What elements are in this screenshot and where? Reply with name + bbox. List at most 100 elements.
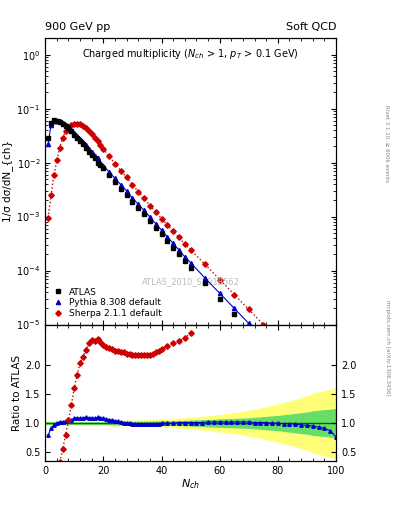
ATLAS [57, 119, 62, 125]
Pythia 8.308 default [217, 290, 222, 296]
Sherpa 2.1.1 default [319, 381, 324, 387]
ATLAS [124, 192, 129, 198]
Sherpa 2.1.1 default [334, 397, 338, 403]
Sherpa 2.1.1 default [130, 182, 135, 188]
Pythia 8.308 default [107, 169, 112, 175]
ATLAS [147, 218, 152, 224]
Sherpa 2.1.1 default [101, 146, 106, 152]
ATLAS [136, 205, 141, 211]
ATLAS [78, 138, 83, 144]
ATLAS [188, 265, 193, 271]
Sherpa 2.1.1 default [98, 142, 103, 148]
Pythia 8.308 default [232, 305, 237, 311]
Pythia 8.308 default [124, 188, 129, 194]
Line: Pythia 8.308 default: Pythia 8.308 default [46, 118, 338, 421]
Pythia 8.308 default [86, 146, 91, 152]
ATLAS [113, 179, 118, 185]
Pythia 8.308 default [72, 130, 77, 136]
Pythia 8.308 default [75, 133, 79, 139]
ATLAS [153, 225, 158, 231]
Y-axis label: Ratio to ATLAS: Ratio to ATLAS [12, 355, 22, 431]
Sherpa 2.1.1 default [188, 247, 193, 253]
Pythia 8.308 default [101, 162, 106, 168]
Sherpa 2.1.1 default [81, 123, 85, 130]
Sherpa 2.1.1 default [153, 209, 158, 216]
Sherpa 2.1.1 default [49, 192, 53, 198]
Sherpa 2.1.1 default [176, 234, 181, 241]
Pythia 8.308 default [176, 247, 181, 253]
Pythia 8.308 default [275, 350, 280, 356]
Text: 900 GeV pp: 900 GeV pp [45, 22, 110, 32]
Pythia 8.308 default [246, 321, 251, 327]
ATLAS [305, 386, 309, 392]
Sherpa 2.1.1 default [118, 167, 123, 174]
ATLAS [66, 125, 71, 132]
ATLAS [95, 160, 100, 166]
Pythia 8.308 default [51, 118, 56, 124]
Legend: ATLAS, Pythia 8.308 default, Sherpa 2.1.1 default: ATLAS, Pythia 8.308 default, Sherpa 2.1.… [48, 284, 165, 322]
Sherpa 2.1.1 default [232, 291, 237, 297]
Sherpa 2.1.1 default [142, 195, 147, 201]
Pythia 8.308 default [89, 148, 94, 155]
Pythia 8.308 default [66, 124, 71, 131]
Y-axis label: 1/σ dσ/dN_{ch}: 1/σ dσ/dN_{ch} [2, 140, 13, 223]
ATLAS [217, 296, 222, 302]
ATLAS [69, 128, 74, 134]
Sherpa 2.1.1 default [78, 121, 83, 127]
ATLAS [165, 238, 170, 244]
ATLAS [75, 135, 79, 141]
Pythia 8.308 default [188, 260, 193, 266]
Sherpa 2.1.1 default [217, 276, 222, 283]
Sherpa 2.1.1 default [261, 322, 266, 328]
Pythia 8.308 default [57, 118, 62, 124]
ATLAS [60, 120, 65, 126]
ATLAS [246, 325, 251, 331]
ATLAS [118, 185, 123, 191]
ATLAS [49, 120, 53, 126]
Pythia 8.308 default [46, 141, 50, 147]
Sherpa 2.1.1 default [124, 175, 129, 181]
Line: Sherpa 2.1.1 default: Sherpa 2.1.1 default [46, 121, 338, 402]
Sherpa 2.1.1 default [86, 128, 91, 134]
Text: Charged multiplicity ($N_{ch}$ > 1, $p_T$ > 0.1 GeV): Charged multiplicity ($N_{ch}$ > 1, $p_T… [82, 47, 299, 61]
Pythia 8.308 default [81, 139, 85, 145]
Pythia 8.308 default [182, 254, 187, 260]
Text: Soft QCD: Soft QCD [286, 22, 336, 32]
Sherpa 2.1.1 default [72, 120, 77, 126]
Sherpa 2.1.1 default [60, 135, 65, 141]
Pythia 8.308 default [84, 142, 88, 148]
ATLAS [171, 245, 176, 251]
Sherpa 2.1.1 default [95, 138, 100, 144]
Text: mcplots.cern.ch [arXiv:1306.3436]: mcplots.cern.ch [arXiv:1306.3436] [385, 301, 389, 396]
Sherpa 2.1.1 default [46, 215, 50, 221]
ATLAS [107, 172, 112, 178]
ATLAS [176, 251, 181, 258]
ATLAS [98, 162, 103, 168]
ATLAS [101, 165, 106, 172]
Sherpa 2.1.1 default [290, 351, 295, 357]
Sherpa 2.1.1 default [136, 188, 141, 195]
ATLAS [46, 135, 50, 141]
ATLAS [81, 141, 85, 147]
ATLAS [72, 132, 77, 138]
Pythia 8.308 default [147, 214, 152, 220]
ATLAS [84, 144, 88, 151]
Sherpa 2.1.1 default [107, 154, 112, 160]
Sherpa 2.1.1 default [57, 144, 62, 151]
Pythia 8.308 default [171, 240, 176, 246]
Pythia 8.308 default [159, 227, 164, 233]
ATLAS [334, 420, 338, 426]
Sherpa 2.1.1 default [305, 366, 309, 372]
Pythia 8.308 default [136, 201, 141, 207]
Sherpa 2.1.1 default [113, 160, 118, 166]
Sherpa 2.1.1 default [66, 124, 71, 131]
Pythia 8.308 default [60, 120, 65, 126]
Sherpa 2.1.1 default [246, 306, 251, 312]
Sherpa 2.1.1 default [275, 335, 280, 342]
Text: ATLAS_2010_S8918562: ATLAS_2010_S8918562 [141, 277, 240, 286]
Pythia 8.308 default [69, 127, 74, 133]
Sherpa 2.1.1 default [69, 122, 74, 128]
ATLAS [159, 231, 164, 238]
Pythia 8.308 default [153, 221, 158, 227]
Sherpa 2.1.1 default [165, 222, 170, 228]
